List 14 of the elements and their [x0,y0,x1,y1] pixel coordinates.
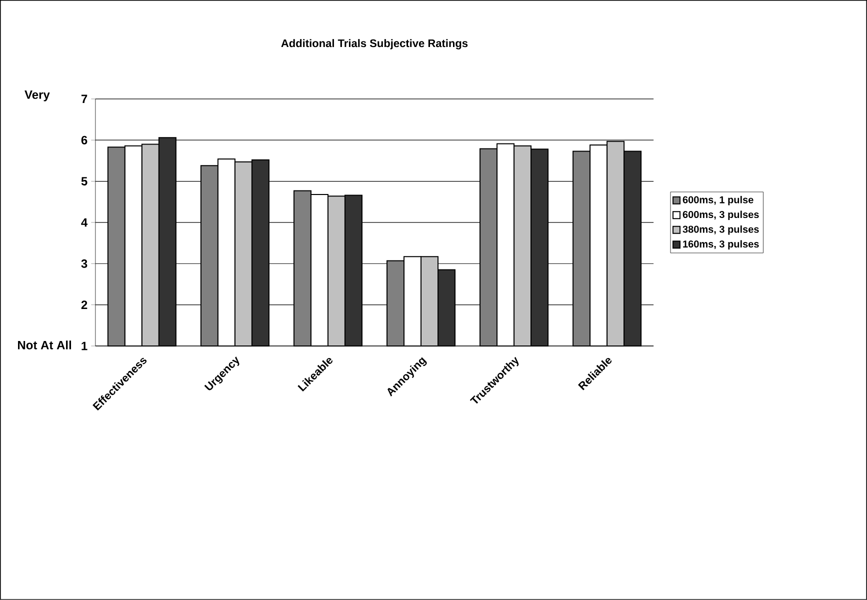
y-tick-label: 6 [81,136,88,144]
y-tick-label: 4 [81,218,88,227]
y-tick-label: 3 [81,259,88,268]
y-tick-label: 1 [82,342,88,350]
text: Not At All [18,340,72,350]
y-tick-label: 5 [81,177,88,186]
text: Very [24,90,50,102]
legend-label: 600ms, 1 pulse [682,196,754,206]
legend-label: 380ms, 3 pulses [682,225,759,235]
y-tick-label: 7 [81,94,88,104]
legend-label: 160ms, 3 pulses [683,240,759,250]
legend-label: 600ms, 3 pulses [682,210,759,220]
y-tick-label: 2 [81,300,88,310]
chart-title: Additional Trials Subjective Ratings [281,39,468,50]
